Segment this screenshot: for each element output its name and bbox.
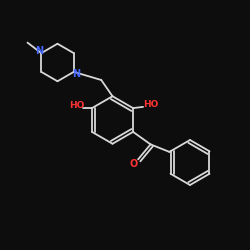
Text: HO: HO <box>69 100 84 110</box>
Text: HO: HO <box>143 100 158 109</box>
Text: O: O <box>130 159 138 169</box>
Text: N: N <box>35 46 43 56</box>
Text: N: N <box>72 69 80 80</box>
